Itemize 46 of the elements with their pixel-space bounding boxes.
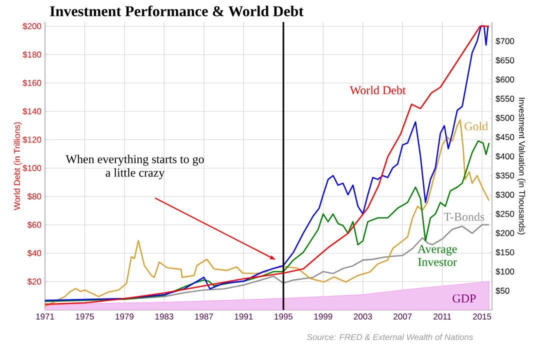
x-tick-label: 2011 <box>434 314 452 320</box>
y2-tick-label: $50 <box>496 287 510 294</box>
x-tick-label: 2007 <box>394 314 412 320</box>
y-tick-label: $120 <box>22 136 42 144</box>
series-label: GDP <box>452 294 476 303</box>
x-tick-label: 2015 <box>473 314 492 320</box>
y2-tick-label: $500 <box>496 114 514 122</box>
x-tick-label: 2003 <box>354 314 372 320</box>
x-tick-label: 1971 <box>36 314 54 320</box>
series-label: Average Investor <box>418 244 457 266</box>
y-tick-label: $200 <box>22 22 42 30</box>
y-tick-label: $140 <box>22 108 42 115</box>
annotation: When everything starts to go a little crazy <box>66 154 204 180</box>
x-tick-label: 1999 <box>314 314 332 320</box>
x-tick-label: 1979 <box>116 314 134 320</box>
x-tick-label: 1995 <box>274 314 292 320</box>
y2-tick-label: $600 <box>496 76 514 84</box>
x-tick-label: 1987 <box>195 314 213 320</box>
x-tick-label: 1975 <box>76 314 94 320</box>
y2-tick-label: $250 <box>496 210 514 218</box>
y-axis-title: World Debt (in Trillions) <box>14 122 22 210</box>
y2-tick-label: $400 <box>496 152 514 160</box>
y-tick-label: $20 <box>27 278 42 286</box>
y2-tick-label: $100 <box>496 268 514 276</box>
y-tick-label: $60 <box>27 221 42 228</box>
y2-tick-label: $550 <box>496 95 514 102</box>
y-tick-label: $180 <box>22 51 42 58</box>
y2-tick-label: $700 <box>496 38 514 45</box>
source-note: Source: FRED & External Wealth of Nations <box>307 334 474 340</box>
y-tick-label: $160 <box>22 80 42 86</box>
y2-tick-label: $150 <box>496 248 514 256</box>
y2-tick-label: $650 <box>496 56 514 64</box>
y2-tick-label: $300 <box>496 191 514 198</box>
y2-tick-label: $350 <box>496 172 514 180</box>
y-tick-label: $40 <box>27 250 42 257</box>
series-label: T-Bonds <box>444 212 484 221</box>
x-tick-label: 1983 <box>155 314 174 320</box>
y-tick-label: $80 <box>27 193 42 200</box>
series-label: World Debt <box>350 86 406 94</box>
y2-tick-label: $450 <box>496 134 514 141</box>
series-label: Gold <box>464 122 488 130</box>
y2-tick-label: $200 <box>496 230 514 237</box>
y2-axis-title: Investment Valuation (in Thousands) <box>517 98 526 234</box>
x-tick-label: 1991 <box>234 314 253 320</box>
chart-title: Investment Performance & World Debt <box>50 6 304 16</box>
y-tick-label: $100 <box>22 164 42 172</box>
